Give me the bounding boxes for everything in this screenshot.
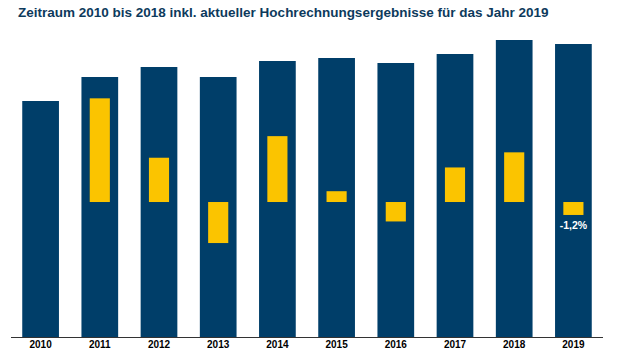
x-tick-label: 2011 — [89, 339, 111, 350]
change-bar — [327, 191, 347, 202]
value-bar — [200, 77, 237, 337]
data-labels: -1,2% — [560, 219, 588, 231]
x-tick-label: 2017 — [444, 339, 467, 350]
x-tick-label: 2013 — [207, 339, 230, 350]
value-bar — [22, 101, 59, 337]
value-bar — [259, 61, 296, 337]
x-tick-label: 2012 — [148, 339, 171, 350]
change-bar — [386, 202, 406, 221]
change-bar — [504, 152, 524, 202]
data-label: -1,2% — [560, 219, 588, 231]
change-bar — [445, 167, 465, 202]
value-bar — [141, 67, 178, 337]
value-bar — [555, 44, 592, 337]
chart-svg: Zeitraum 2010 bis 2018 inkl. aktueller H… — [0, 0, 620, 350]
change-bar — [208, 202, 228, 243]
chart-title: Zeitraum 2010 bis 2018 inkl. aktueller H… — [18, 5, 548, 20]
value-bar — [437, 54, 474, 337]
x-tick-label: 2014 — [266, 339, 289, 350]
value-bar — [318, 58, 355, 337]
chart-root: Zeitraum 2010 bis 2018 inkl. aktueller H… — [0, 0, 620, 350]
x-tick-label: 2018 — [503, 339, 526, 350]
plot-marks — [22, 40, 592, 337]
value-bar — [496, 40, 533, 337]
change-bar — [267, 136, 287, 202]
change-bar — [90, 98, 110, 202]
x-tick-label: 2016 — [385, 339, 408, 350]
x-tick-label: 2019 — [562, 339, 585, 350]
x-tick-label: 2010 — [29, 339, 52, 350]
change-bar — [563, 202, 583, 215]
value-bar — [81, 77, 118, 337]
x-tick-label: 2015 — [325, 339, 348, 350]
x-axis-line — [11, 337, 603, 338]
change-bar — [149, 158, 169, 202]
value-bar — [377, 63, 414, 337]
